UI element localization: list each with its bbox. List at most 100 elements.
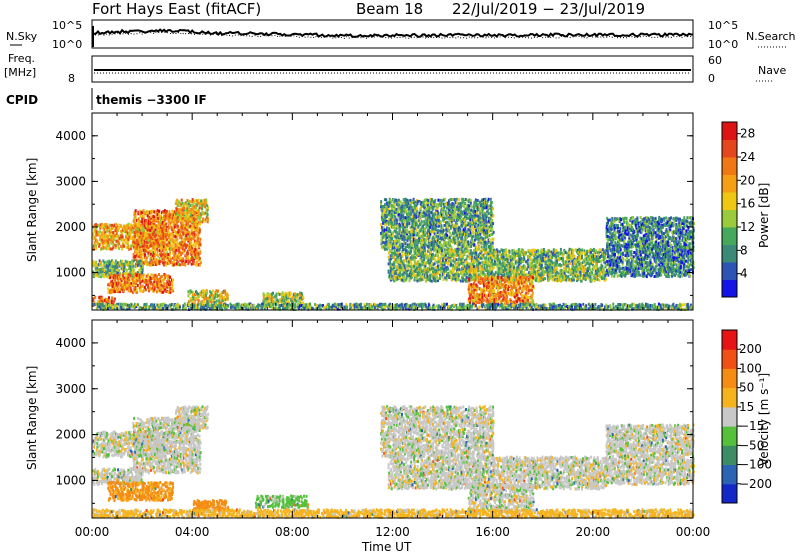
heatmap-cell [212,290,214,293]
heatmap-cell [437,229,439,232]
noise-right-tick-top: 10^5 [708,19,738,32]
heatmap-cell [479,233,481,236]
heatmap-cell [489,238,491,241]
heatmap-cell [394,227,396,230]
heatmap-cell [120,230,122,233]
heatmap-cell [467,240,469,243]
heatmap-cell [195,297,197,300]
heatmap-cell [100,261,102,264]
heatmap-cell [488,212,490,215]
station-title: Fort Hays East (fitACF) [92,0,261,18]
heatmap-cell [161,253,163,256]
heatmap-cell [492,245,494,248]
heatmap-cell [114,234,116,237]
heatmap-cell [95,261,97,264]
heatmap-cell [198,211,200,214]
heatmap-cell [150,273,152,276]
heatmap-cell [180,235,182,238]
heatmap-cell [135,212,137,215]
heatmap-cell [177,225,179,228]
heatmap-cell [207,220,209,223]
heatmap-cell [473,265,475,268]
heatmap-cell [466,258,468,261]
heatmap-cell [103,228,105,231]
heatmap-cell [190,214,192,217]
heatmap-cell [101,297,103,300]
heatmap-cell [492,208,494,211]
heatmap-cell [118,242,120,245]
heatmap-cell [472,231,474,234]
heatmap-cell [137,211,139,214]
heatmap-cell [204,205,206,208]
heatmap-cell [144,286,146,289]
heatmap-cell [112,261,114,264]
heatmap-cell [171,281,173,284]
heatmap-cell [446,277,448,280]
heatmap-cell [445,259,447,262]
heatmap-cell [429,239,431,242]
heatmap-cell [116,275,118,278]
heatmap-cell [150,250,152,253]
heatmap-cell [415,219,417,222]
heatmap-cell [434,259,436,262]
heatmap-cell [429,274,431,277]
heatmap-cell [100,270,102,273]
heatmap-cell [142,265,144,268]
heatmap-cell [148,239,150,242]
heatmap-cell [415,274,417,277]
heatmap-cell [486,221,488,224]
heatmap-cell [118,269,120,272]
heatmap-cell [426,275,428,278]
heatmap-cell [143,229,145,232]
heatmap-cell [182,257,184,260]
heatmap-cell [433,267,435,270]
heatmap-cell [95,245,97,248]
heatmap-cell [390,199,392,202]
heatmap-cell [157,250,159,253]
noise-search-label: N.Search [746,30,796,43]
heatmap-cell [287,300,289,303]
heatmap-cell [272,292,274,295]
heatmap-cell [447,267,449,270]
heatmap-cell [404,223,406,226]
heatmap-cell [128,248,130,251]
heatmap-cell [446,234,448,237]
heatmap-cell [420,264,422,267]
heatmap-cell [428,262,430,265]
heatmap-cell [440,221,442,224]
heatmap-cell [491,201,493,204]
heatmap-cell [133,259,135,262]
heatmap-cell [384,229,386,232]
cpid-text: themis −3300 IF [96,93,207,107]
heatmap-cell [441,249,443,252]
heatmap-cell [409,279,411,282]
heatmap-cell [404,260,406,263]
heatmap-cell [396,208,398,211]
heatmap-cell [198,199,200,202]
heatmap-cell [142,253,144,256]
heatmap-cell [429,233,431,236]
heatmap-cell [98,275,100,278]
heatmap-cell [138,217,140,220]
heatmap-cell [155,224,157,227]
heatmap-cell [454,241,456,244]
heatmap-cell [388,256,390,259]
heatmap-cell [400,200,402,203]
heatmap-cell [402,214,404,217]
heatmap-cell [444,261,446,264]
heatmap-cell [398,199,400,202]
heatmap-cell [96,267,98,270]
heatmap-cell [395,258,397,261]
heatmap-cell [290,292,292,295]
heatmap-cell [482,268,484,271]
heatmap-cell [447,272,449,275]
heatmap-cell [168,231,170,234]
heatmap-cell [401,254,403,257]
heatmap-cell [199,257,201,260]
heatmap-cell [446,241,448,244]
heatmap-cell [380,223,382,226]
freq-left-tick: 8 [68,72,75,85]
heatmap-cell [406,273,408,276]
heatmap-cell [489,249,491,252]
heatmap-cell [462,251,464,254]
